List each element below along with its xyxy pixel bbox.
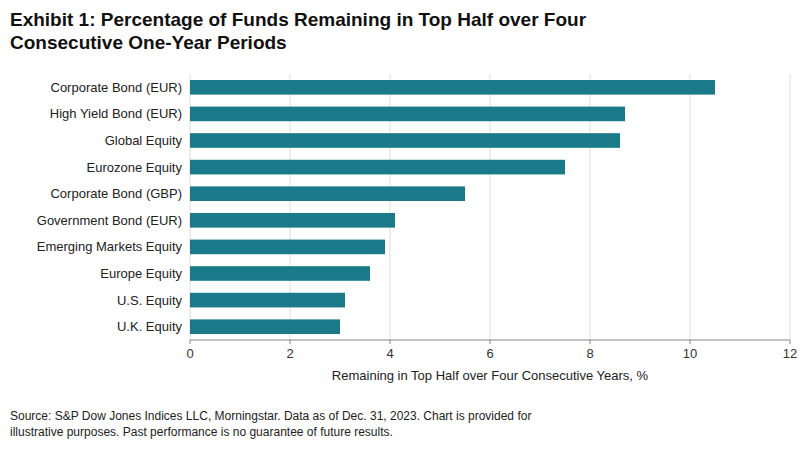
x-tick-label: 0 (186, 346, 193, 361)
bar (190, 240, 385, 255)
grid-line (790, 74, 791, 340)
y-tick-label: Emerging Markets Equity (37, 239, 183, 254)
bar (190, 133, 620, 148)
bar (190, 319, 340, 334)
tick-mark (490, 340, 491, 344)
tick-mark (190, 340, 191, 344)
source-note: Source: S&P Dow Jones Indices LLC, Morni… (10, 409, 531, 439)
bar (190, 293, 345, 308)
x-tick-label: 8 (586, 346, 593, 361)
chart-container: Exhibit 1: Percentage of Funds Remaining… (0, 0, 811, 454)
y-tick-label: Eurozone Equity (87, 160, 183, 175)
tick-mark (390, 340, 391, 344)
background (0, 0, 811, 454)
x-axis-label: Remaining in Top Half over Four Consecut… (332, 368, 649, 383)
y-tick-label: Corporate Bond (GBP) (50, 186, 182, 201)
y-tick-label: Corporate Bond (EUR) (51, 80, 183, 95)
y-tick-label: U.K. Equity (117, 319, 183, 334)
bars (190, 80, 715, 334)
source-line: illustrative purposes. Past performance … (10, 425, 393, 439)
bar (190, 186, 465, 201)
y-tick-label: High Yield Bond (EUR) (50, 106, 182, 121)
y-tick-label: U.S. Equity (117, 293, 183, 308)
bar (190, 160, 565, 175)
x-tick-label: 12 (783, 346, 797, 361)
tick-mark (790, 340, 791, 344)
grid-line (690, 74, 691, 340)
bar (190, 107, 625, 122)
x-tick-label: 4 (386, 346, 393, 361)
tick-mark (590, 340, 591, 344)
y-tick-label: Europe Equity (100, 266, 182, 281)
x-axis-line (190, 340, 790, 341)
bar (190, 213, 395, 228)
title-line: Exhibit 1: Percentage of Funds Remaining… (10, 9, 587, 30)
x-tick-label: 6 (486, 346, 493, 361)
title-line: Consecutive One-Year Periods (10, 32, 287, 53)
tick-mark (690, 340, 691, 344)
grid (190, 74, 790, 340)
x-tick-label: 2 (286, 346, 293, 361)
bar (190, 266, 370, 281)
y-tick-label: Global Equity (105, 133, 183, 148)
source-line: Source: S&P Dow Jones Indices LLC, Morni… (10, 409, 531, 423)
bar (190, 80, 715, 95)
title: Exhibit 1: Percentage of Funds Remaining… (10, 9, 587, 53)
y-tick-label: Government Bond (EUR) (37, 213, 182, 228)
tick-mark (290, 340, 291, 344)
chart: Exhibit 1: Percentage of Funds Remaining… (0, 0, 811, 454)
x-tick-label: 10 (683, 346, 697, 361)
